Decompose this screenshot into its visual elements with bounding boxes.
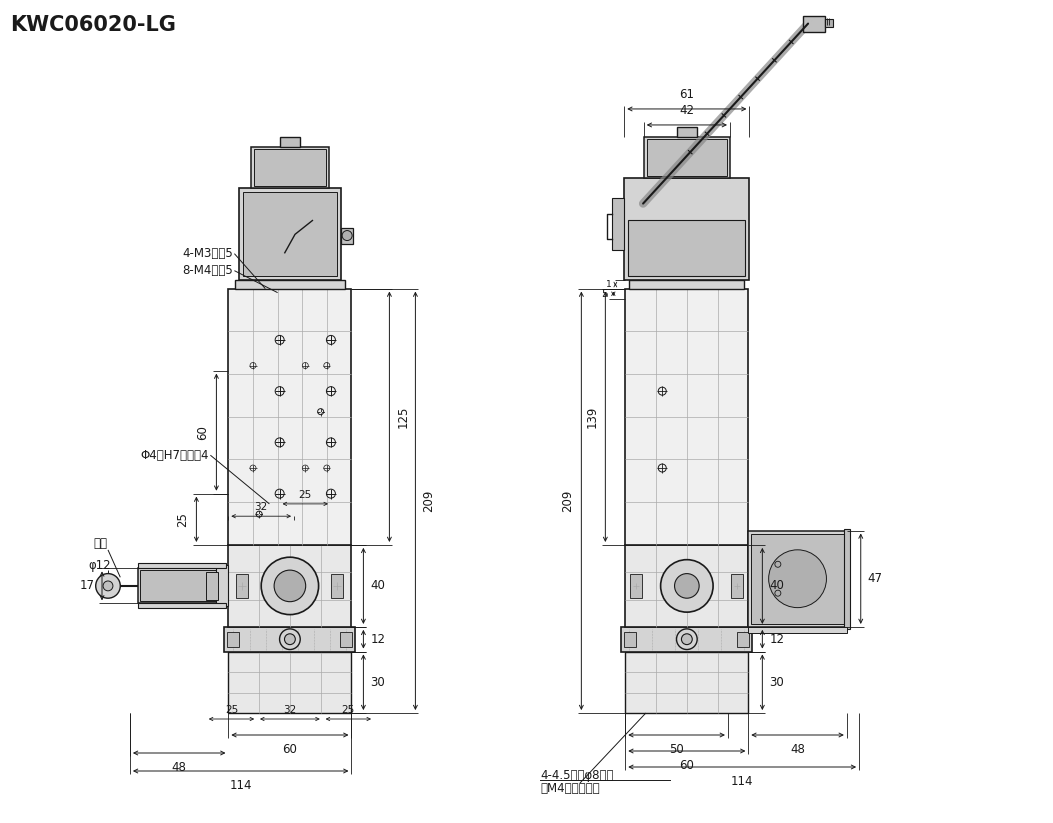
Text: 旋鈕: 旋鈕 [93, 537, 107, 551]
Text: 32: 32 [255, 502, 267, 512]
Bar [235, 281, 345, 289]
Text: 12: 12 [371, 633, 385, 646]
Polygon shape [270, 207, 311, 253]
Text: 17: 17 [80, 579, 95, 593]
Bar [613, 198, 624, 249]
Circle shape [342, 230, 352, 240]
Text: 60: 60 [679, 759, 694, 772]
Text: 5: 5 [600, 289, 608, 299]
Bar [625, 545, 749, 627]
Text: 209: 209 [422, 490, 435, 512]
Bar [239, 188, 341, 281]
Text: φ12: φ12 [88, 560, 112, 573]
Bar [227, 632, 239, 647]
Circle shape [96, 574, 120, 598]
Text: 139: 139 [585, 406, 598, 428]
Text: 48: 48 [172, 761, 186, 774]
Bar [138, 603, 226, 608]
Text: Φ4（H7）深度4: Φ4（H7）深度4 [140, 449, 208, 462]
Bar [280, 137, 300, 147]
Text: 60: 60 [282, 743, 297, 756]
Circle shape [279, 629, 300, 649]
Bar [237, 574, 249, 598]
Bar [224, 627, 356, 652]
Bar [229, 289, 352, 545]
Text: 8-M4深度5: 8-M4深度5 [182, 264, 234, 277]
Circle shape [660, 560, 713, 612]
Bar [826, 19, 833, 26]
Bar [630, 281, 744, 289]
Circle shape [675, 574, 699, 598]
Text: （M4用螺栓孔）: （M4用螺栓孔） [540, 783, 599, 796]
Text: 61: 61 [679, 88, 694, 101]
Text: 25: 25 [299, 490, 312, 500]
Bar [341, 227, 353, 244]
Circle shape [681, 634, 692, 644]
Text: 12: 12 [770, 633, 784, 646]
Bar [251, 147, 329, 188]
Bar [752, 533, 843, 624]
Text: 48: 48 [790, 743, 804, 756]
Text: 30: 30 [770, 676, 784, 689]
Text: 40: 40 [371, 579, 385, 593]
Text: 50: 50 [670, 743, 684, 756]
Circle shape [676, 629, 697, 649]
Bar [140, 570, 224, 602]
Text: 30: 30 [371, 676, 385, 689]
Text: 4-4.5通孔φ8沉孔: 4-4.5通孔φ8沉孔 [540, 769, 614, 782]
Bar [332, 574, 343, 598]
Bar [624, 178, 750, 281]
Circle shape [274, 570, 305, 602]
Bar [621, 627, 752, 652]
Bar [643, 137, 730, 178]
Text: KWC06020-LG: KWC06020-LG [9, 15, 176, 35]
Circle shape [103, 581, 113, 591]
Text: 114: 114 [731, 775, 754, 788]
Text: 125: 125 [396, 406, 410, 428]
Text: 4-M3深度5: 4-M3深度5 [182, 247, 234, 260]
Bar [803, 16, 826, 31]
Circle shape [284, 634, 295, 644]
Text: 47: 47 [868, 572, 882, 585]
Bar [749, 531, 847, 627]
Bar [206, 572, 218, 600]
Bar [647, 139, 727, 176]
Bar [629, 220, 746, 277]
Bar [229, 652, 352, 713]
Text: 25: 25 [177, 512, 190, 527]
Text: 32: 32 [283, 705, 297, 715]
Bar [340, 632, 353, 647]
Bar [631, 574, 642, 598]
Bar [677, 127, 697, 137]
Bar [749, 627, 847, 633]
Text: 25: 25 [342, 705, 355, 715]
Text: 25: 25 [225, 705, 238, 715]
Text: 114: 114 [230, 779, 252, 792]
Text: 209: 209 [561, 490, 574, 512]
Bar [737, 632, 750, 647]
Bar [216, 565, 229, 607]
Text: 60: 60 [197, 425, 210, 439]
Bar [254, 149, 325, 186]
Text: 42: 42 [679, 104, 694, 117]
Circle shape [769, 550, 827, 607]
Bar [624, 632, 636, 647]
Bar [242, 193, 337, 277]
Bar [732, 574, 743, 598]
Bar [843, 528, 850, 629]
Bar [625, 289, 749, 545]
Bar [625, 652, 749, 713]
Circle shape [261, 557, 319, 615]
Bar [229, 545, 352, 627]
Bar [138, 569, 226, 603]
Text: 1: 1 [605, 280, 612, 289]
Bar [138, 564, 226, 569]
Text: 40: 40 [770, 579, 784, 593]
